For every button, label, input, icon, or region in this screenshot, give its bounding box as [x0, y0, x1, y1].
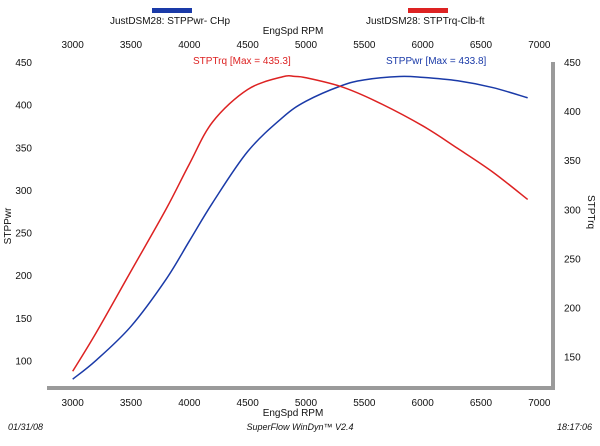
y-axis-title-right: STPTrq [585, 195, 596, 229]
footer-time: 18:17:06 [557, 422, 592, 432]
x-tick-top-label: 3000 [62, 40, 85, 51]
legend: JustDSM28: STPPwr- CHp JustDSM28: STPTrq… [110, 8, 485, 27]
y-ticks-right: 150 200 250 300 350 400 450 [564, 58, 581, 364]
annotation-max-power: STPPwr [Max = 433.8] [386, 56, 487, 67]
x-tick-bottom-label: 4000 [178, 398, 201, 409]
x-tick-bottom-label: 3500 [120, 398, 143, 409]
legend-label-stptrq: JustDSM28: STPTrq-Clb-ft [366, 16, 485, 27]
bottom-axis-bar [47, 386, 555, 390]
x-tick-bottom-label: 5000 [295, 398, 318, 409]
x-tick-bottom-label: 3000 [62, 398, 85, 409]
y-tick-right-label: 450 [564, 58, 581, 69]
y-tick-right-label: 200 [564, 303, 581, 314]
x-tick-top-label: 3500 [120, 40, 143, 51]
y-tick-left-label: 450 [15, 58, 32, 69]
y-tick-left-label: 400 [15, 101, 32, 112]
x-tick-bottom-label: 7000 [528, 398, 551, 409]
x-axis-title-top: EngSpd RPM [263, 26, 324, 37]
y-ticks-left: 100 150 200 250 300 350 400 450 [15, 58, 32, 367]
x-tick-top-label: 6000 [412, 40, 435, 51]
y-tick-right-label: 400 [564, 107, 581, 118]
right-axis-bar [551, 62, 555, 390]
x-tick-top-label: 4500 [237, 40, 260, 51]
legend-label-stppwr: JustDSM28: STPPwr- CHp [110, 16, 230, 27]
x-tick-bottom-label: 5500 [353, 398, 376, 409]
y-tick-left-label: 150 [15, 314, 32, 325]
x-tick-top-label: 5000 [295, 40, 318, 51]
x-tick-bottom-label: 4500 [237, 398, 260, 409]
series-line-stppwr [72, 75, 528, 380]
x-ticks-top: 3000 3500 4000 4500 5000 5500 6000 6500 7000 [62, 40, 551, 51]
x-ticks-bottom: 3000 3500 4000 4500 5000 5500 6000 6500 7000 [62, 398, 551, 409]
x-tick-top-label: 6500 [470, 40, 493, 51]
x-tick-top-label: 7000 [528, 40, 551, 51]
footer-software: SuperFlow WinDyn™ V2.4 [247, 422, 354, 432]
legend-swatch-stptrq [408, 8, 448, 13]
y-tick-left-label: 200 [15, 271, 32, 282]
series-line-stptrq [72, 74, 529, 372]
y-tick-left-label: 300 [15, 186, 32, 197]
x-tick-top-label: 4000 [178, 40, 201, 51]
y-axis-title-left: STPPwr [3, 207, 14, 244]
legend-swatch-stppwr [152, 8, 192, 13]
y-tick-left-label: 250 [15, 229, 32, 240]
y-tick-right-label: 150 [564, 353, 581, 364]
footer-date: 01/31/08 [8, 422, 43, 432]
x-tick-top-label: 5500 [353, 40, 376, 51]
y-tick-right-label: 300 [564, 205, 581, 216]
x-tick-bottom-label: 6000 [412, 398, 435, 409]
y-tick-right-label: 350 [564, 156, 581, 167]
x-axis-title-bottom: EngSpd RPM [263, 408, 324, 419]
x-tick-bottom-label: 6500 [470, 398, 493, 409]
y-tick-left-label: 100 [15, 356, 32, 367]
y-tick-right-label: 250 [564, 254, 581, 265]
annotation-max-torque: STPTrq [Max = 435.3] [193, 56, 291, 67]
y-tick-left-label: 350 [15, 143, 32, 154]
